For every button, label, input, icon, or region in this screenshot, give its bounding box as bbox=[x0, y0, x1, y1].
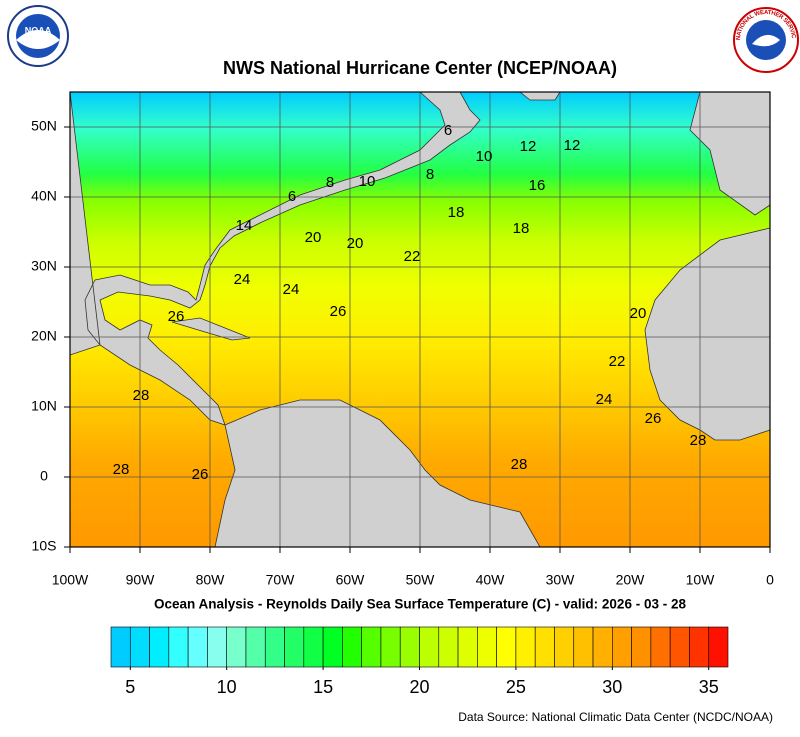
y-tick-label: 50N bbox=[31, 118, 57, 134]
colorbar-box bbox=[380, 626, 401, 668]
colorbar-label: 10 bbox=[217, 677, 237, 697]
colorbar-box bbox=[689, 626, 710, 668]
colorbar-box bbox=[264, 626, 285, 668]
contour-label: 24 bbox=[234, 271, 251, 288]
contour-label: 18 bbox=[513, 220, 530, 237]
contour-label: 10 bbox=[476, 148, 493, 165]
contour-label: 24 bbox=[596, 391, 613, 408]
colorbar-box bbox=[669, 626, 690, 668]
colorbar-label: 5 bbox=[125, 677, 135, 697]
cuba bbox=[171, 317, 251, 341]
colorbar-box bbox=[496, 626, 517, 668]
colorbar-box bbox=[650, 626, 671, 668]
colorbar-box bbox=[534, 626, 555, 668]
colorbar-box bbox=[477, 626, 497, 668]
colorbar-box bbox=[399, 626, 420, 668]
colorbar-box bbox=[612, 626, 632, 668]
contour-label: 26 bbox=[330, 303, 347, 320]
x-tick-label: 20W bbox=[616, 572, 646, 588]
colorbar-label: 30 bbox=[602, 677, 622, 697]
contour-label: 28 bbox=[511, 456, 528, 473]
colorbar-box bbox=[110, 626, 131, 668]
colorbar-box bbox=[573, 626, 594, 668]
colorbar-box bbox=[207, 626, 227, 668]
contour-label: 6 bbox=[444, 122, 452, 139]
y-tick-label: 10N bbox=[31, 398, 57, 414]
noaa-logo: NOAA bbox=[7, 5, 69, 67]
x-tick-label: 70W bbox=[266, 572, 296, 588]
contour-label: 24 bbox=[283, 281, 300, 298]
contour-label: 18 bbox=[448, 204, 465, 221]
colorbar-box bbox=[361, 626, 382, 668]
colorbar-label: 20 bbox=[409, 677, 429, 697]
colorbar-box bbox=[592, 626, 613, 668]
y-tick-label: 0 bbox=[40, 468, 48, 484]
y-tick-label: 10S bbox=[32, 538, 57, 554]
colorbar-box bbox=[187, 626, 208, 668]
contour-label: 6 bbox=[288, 188, 296, 205]
contour-label: 8 bbox=[426, 166, 434, 183]
south-america bbox=[214, 399, 541, 548]
colorbar-box bbox=[322, 626, 343, 668]
contour-label: 22 bbox=[404, 248, 421, 265]
contour-label: 26 bbox=[168, 308, 185, 325]
colorbar-box bbox=[631, 626, 652, 668]
noaa-text: NOAA bbox=[25, 25, 52, 35]
x-tick-label: 0 bbox=[766, 572, 774, 588]
colorbar-box bbox=[438, 626, 459, 668]
colorbar-box bbox=[419, 626, 440, 668]
contour-label: 26 bbox=[645, 410, 662, 427]
x-tick-label: 90W bbox=[126, 572, 156, 588]
colorbar-label: 15 bbox=[313, 677, 333, 697]
colorbar-box bbox=[168, 626, 189, 668]
subtitle: Ocean Analysis - Reynolds Daily Sea Surf… bbox=[154, 597, 686, 612]
colorbar-label: 25 bbox=[506, 677, 526, 697]
colorbar-box bbox=[129, 626, 150, 668]
contour-label: 28 bbox=[690, 432, 707, 449]
colorbar-box bbox=[342, 626, 362, 668]
colorbar-label: 35 bbox=[699, 677, 719, 697]
contour-label: 28 bbox=[133, 387, 150, 404]
contour-label: 26 bbox=[192, 466, 209, 483]
contour-label: 16 bbox=[529, 177, 546, 194]
contour-label: 22 bbox=[609, 353, 626, 370]
x-tick-label: 100W bbox=[52, 572, 89, 588]
colorbar-box bbox=[515, 626, 536, 668]
contour-label: 10 bbox=[359, 173, 376, 190]
africa bbox=[644, 227, 771, 441]
contour-label: 14 bbox=[236, 217, 253, 234]
x-tick-label: 10W bbox=[686, 572, 716, 588]
title: NWS National Hurricane Center (NCEP/NOAA… bbox=[223, 58, 617, 78]
colorbar-box bbox=[303, 626, 324, 668]
contour-label: 8 bbox=[326, 174, 334, 191]
x-tick-label: 60W bbox=[336, 572, 366, 588]
contour-label: 12 bbox=[564, 137, 581, 154]
colorbar-box bbox=[149, 626, 170, 668]
colorbar-box bbox=[554, 626, 575, 668]
colorbar: 5 10 15 20 25 30 35 bbox=[110, 626, 729, 697]
contour-label: 20 bbox=[347, 235, 364, 252]
contour-label: 20 bbox=[630, 305, 647, 322]
colorbar-box bbox=[245, 626, 266, 668]
y-tick-label: 30N bbox=[31, 258, 57, 274]
x-tick-label: 30W bbox=[546, 572, 576, 588]
nws-text: NATIONAL WEATHER SERVICE bbox=[0, 0, 797, 40]
contour-label: 28 bbox=[113, 461, 130, 478]
x-tick-label: 80W bbox=[196, 572, 226, 588]
contour-label: 12 bbox=[520, 138, 537, 155]
y-tick-label: 20N bbox=[31, 328, 57, 344]
colorbar-box bbox=[457, 626, 478, 668]
map: 100W 90W 80W 70W 60W 50W 40W 30W 20W 10W 0 10S 0 10N 2… bbox=[31, 91, 774, 588]
x-tick-label: 50W bbox=[406, 572, 436, 588]
x-tick-label: 40W bbox=[476, 572, 506, 588]
data-source: Data Source: National Climatic Data Cent… bbox=[458, 710, 773, 724]
colorbar-box bbox=[708, 626, 729, 668]
colorbar-box bbox=[284, 626, 305, 668]
colorbar-box bbox=[226, 626, 247, 668]
nws-text-path: NATIONAL WEATHER SERVICE bbox=[0, 0, 797, 40]
contour-label: 20 bbox=[305, 229, 322, 246]
y-tick-label: 40N bbox=[31, 188, 57, 204]
